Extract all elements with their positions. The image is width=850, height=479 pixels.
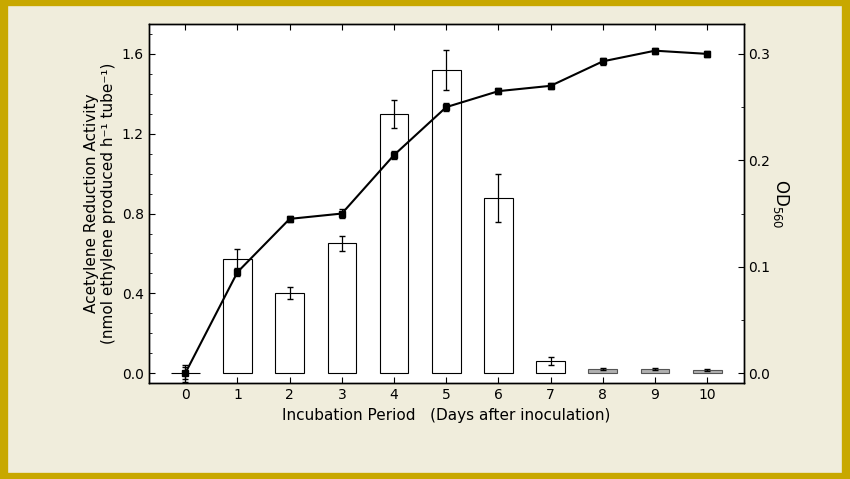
Y-axis label: Acetylene Reduction Activity
(nmol ethylene produced h⁻¹ tube⁻¹): Acetylene Reduction Activity (nmol ethyl… [84, 63, 116, 344]
Bar [536, 361, 565, 373]
X-axis label: Incubation Period   (Days after inoculation): Incubation Period (Days after inoculatio… [282, 408, 610, 422]
Bar [223, 260, 252, 373]
Bar [588, 369, 617, 373]
Bar [275, 293, 304, 373]
Bar [432, 70, 461, 373]
Bar [641, 369, 670, 373]
Y-axis label: OD$_{560}$: OD$_{560}$ [772, 179, 791, 228]
Bar [484, 197, 513, 373]
Bar [693, 370, 722, 373]
Bar [327, 243, 356, 373]
Bar [380, 114, 408, 373]
